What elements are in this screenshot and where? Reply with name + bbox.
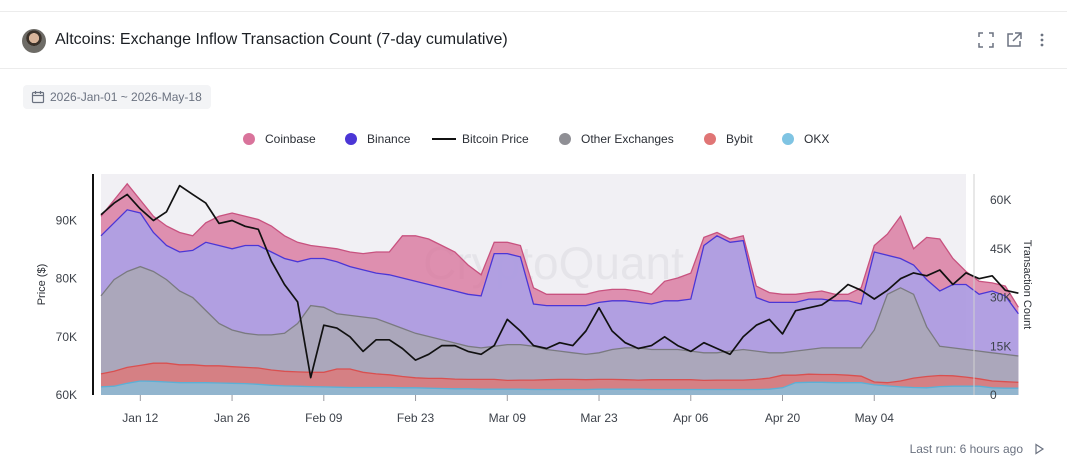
footer: Last run: 6 hours ago (910, 442, 1045, 456)
area-edge-other-exchanges (100, 265, 1019, 357)
legend-label: OKX (804, 132, 830, 146)
y-left-axis-title: Price ($) (36, 264, 48, 306)
expand-icon[interactable] (977, 31, 995, 49)
legend-swatch (782, 133, 794, 145)
legend-swatch (243, 133, 255, 145)
x-tick-label: Jan 12 (122, 411, 158, 425)
y-right-tick-label: 30K (990, 291, 1011, 305)
y-left-tick-label: 80K (56, 272, 77, 286)
legend-swatch (432, 138, 456, 140)
y-left-tick-label: 60K (56, 388, 77, 402)
y-right-tick-label: 15K (990, 339, 1011, 353)
header-divider (0, 68, 1067, 69)
x-tick-label: May 04 (855, 411, 895, 425)
date-range-filter[interactable]: 2026-Jan-01 ~ 2026-May-18 (23, 85, 211, 109)
y-right-tick-label: 45K (990, 242, 1011, 256)
play-icon[interactable] (1033, 443, 1045, 455)
area-other-exchanges (101, 266, 1019, 395)
legend-item-bybit[interactable]: Bybit (704, 132, 753, 146)
area-edge-okx (100, 380, 1019, 391)
chart-canvas: CryptoQuant60K70K80K90K015K30K45K60KPric… (36, 174, 1033, 425)
area-edge-binance (100, 209, 1019, 315)
date-range-label: 2026-Jan-01 ~ 2026-May-18 (50, 90, 202, 104)
legend-item-coinbase[interactable]: Coinbase (243, 132, 316, 146)
x-tick-label: Jan 26 (214, 411, 250, 425)
area-edge-bybit (100, 362, 1019, 384)
legend-label: Binance (367, 132, 411, 146)
chart-header: Altcoins: Exchange Inflow Transaction Co… (0, 26, 1067, 56)
legend-swatch (345, 133, 357, 145)
x-tick-label: Feb 09 (305, 411, 343, 425)
calendar-icon (31, 91, 45, 104)
legend-item-binance[interactable]: Binance (345, 132, 410, 146)
legend-label: Coinbase (265, 132, 316, 146)
last-run-label: Last run: 6 hours ago (909, 442, 1023, 456)
y-right-tick-label: 0 (990, 388, 997, 402)
area-edge-coinbase (100, 182, 1019, 308)
x-tick-label: Apr 06 (673, 411, 709, 425)
legend-swatch (704, 133, 716, 145)
y-left-tick-label: 70K (56, 330, 77, 344)
legend-swatch (559, 133, 571, 145)
legend-label: Other Exchanges (581, 132, 674, 146)
x-tick-label: Apr 20 (765, 411, 801, 425)
y-right-tick-label: 60K (990, 193, 1011, 207)
legend-item-okx[interactable]: OKX (782, 132, 829, 146)
x-tick-label: Mar 23 (580, 411, 618, 425)
area-okx (101, 381, 1019, 395)
x-tick-label: Feb 23 (397, 411, 435, 425)
y-right-axis-title: Transaction Count (1021, 240, 1033, 329)
legend-item-bitcoin-price[interactable]: Bitcoin Price (432, 132, 529, 146)
legend-label: Bybit (726, 132, 753, 146)
legend-label: Bitcoin Price (462, 132, 529, 146)
bitcoin-price-line (100, 184, 1019, 379)
top-bar (0, 0, 1067, 12)
chart-legend: Coinbase Binance Bitcoin Price Other Exc… (0, 132, 1067, 152)
open-external-icon[interactable] (1005, 31, 1023, 49)
page-title: Altcoins: Exchange Inflow Transaction Co… (55, 31, 508, 48)
more-vertical-icon[interactable] (1033, 31, 1044, 49)
legend-item-other-exchanges[interactable]: Other Exchanges (559, 132, 674, 146)
avatar (22, 29, 46, 53)
x-tick-label: Mar 09 (489, 411, 527, 425)
y-left-tick-label: 90K (56, 214, 77, 228)
